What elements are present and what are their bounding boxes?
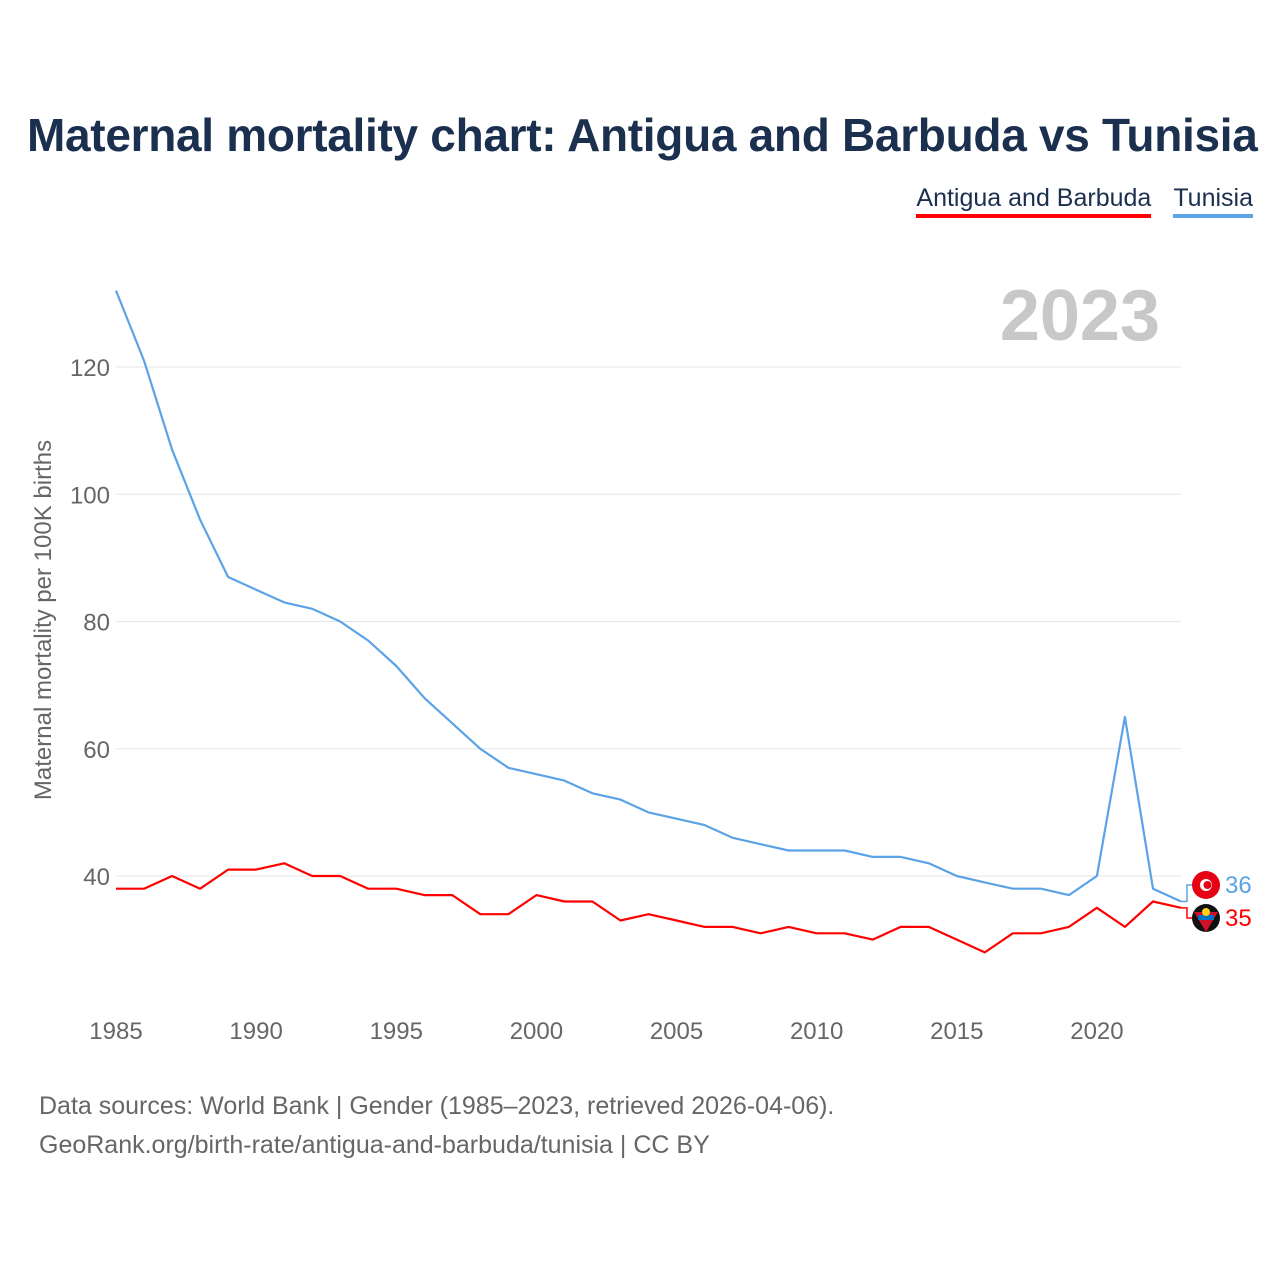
footer: Data sources: World Bank | Gender (1985–… xyxy=(39,1087,834,1165)
x-tick-label-1995: 1995 xyxy=(370,1018,423,1045)
y-tick-label-120: 120 xyxy=(70,355,110,382)
legend-item-tunisia[interactable]: Tunisia xyxy=(1173,184,1253,218)
flag-tunisia-crescent-cut-icon xyxy=(1203,881,1212,889)
gridlines xyxy=(116,366,1181,877)
end-connector-antigua-and-barbuda xyxy=(1181,907,1193,919)
legend-item-antigua-and-barbuda[interactable]: Antigua and Barbuda xyxy=(916,184,1152,218)
series-lines xyxy=(114,290,1182,954)
y-axis-label: Maternal mortality per 100K births xyxy=(30,440,57,800)
y-axis-ticks: 40 60 80 100 120 xyxy=(70,355,110,891)
line-chart: 2023 40 60 80 100 120 1985 1990 1995 2000 2005 20… xyxy=(30,276,1252,1045)
series-line-tunisia[interactable] xyxy=(114,290,1182,903)
flag-antigua-band-icon xyxy=(1198,915,1214,920)
y-tick-label-60: 60 xyxy=(83,737,110,764)
end-value-label-tunisia: 36 xyxy=(1225,872,1252,899)
end-connector-tunisia xyxy=(1181,884,1193,903)
footer-url[interactable]: GeoRank.org/birth-rate/antigua-and-barbu… xyxy=(39,1131,710,1159)
year-watermark: 2023 xyxy=(1000,276,1160,356)
x-tick-label-2020: 2020 xyxy=(1070,1018,1123,1045)
x-tick-label-1985: 1985 xyxy=(89,1018,142,1045)
footer-source: Data sources: World Bank | Gender (1985–… xyxy=(39,1092,835,1120)
page-title: Maternal mortality chart: Antigua and Ba… xyxy=(27,109,1258,161)
legend: Antigua and Barbuda Tunisia xyxy=(916,184,1253,218)
x-tick-label-2000: 2000 xyxy=(510,1018,563,1045)
end-value-label-antigua-and-barbuda: 35 xyxy=(1225,905,1252,932)
y-tick-label-80: 80 xyxy=(83,610,110,637)
series-line-antigua-and-barbuda[interactable] xyxy=(116,862,1182,954)
y-tick-label-40: 40 xyxy=(83,864,110,891)
x-axis-ticks: 1985 1990 1995 2000 2005 2010 2015 2020 xyxy=(89,1018,1123,1045)
x-tick-label-1990: 1990 xyxy=(229,1018,282,1045)
x-tick-label-2010: 2010 xyxy=(790,1018,843,1045)
y-tick-label-100: 100 xyxy=(70,482,110,509)
x-tick-label-2015: 2015 xyxy=(930,1018,983,1045)
flag-antigua-sun-icon xyxy=(1202,908,1210,916)
x-tick-label-2005: 2005 xyxy=(650,1018,703,1045)
